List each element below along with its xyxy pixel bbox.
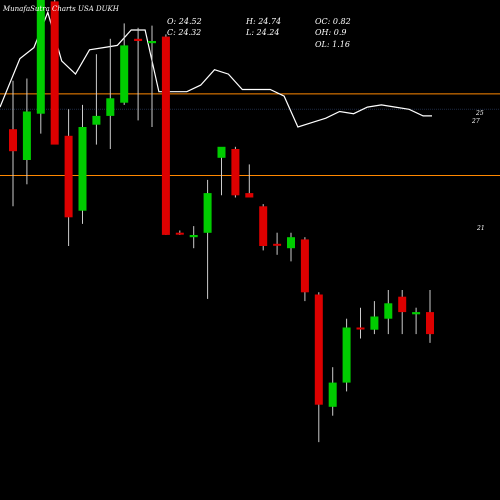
- candle-body: [287, 237, 295, 249]
- candle-body: [314, 294, 323, 405]
- oc-value: OC: 0.82: [315, 17, 351, 26]
- low-value: L: 24.24: [246, 28, 280, 37]
- candle-body: [106, 98, 115, 116]
- ol-value: OL: 1.16: [315, 40, 350, 49]
- candle-body: [328, 382, 337, 407]
- level-lines: [0, 93, 500, 176]
- candle-body: [134, 38, 143, 41]
- close-value: C: 24.32: [167, 28, 202, 37]
- candle-body: [64, 135, 73, 218]
- candle-body: [203, 193, 212, 233]
- candle-body: [231, 149, 240, 196]
- candle-body: [259, 206, 268, 246]
- candle-body: [245, 193, 254, 198]
- candles-layer: [9, 0, 434, 443]
- indicator-layer: [0, 10, 432, 128]
- candle-body: [175, 232, 184, 235]
- candle-body: [370, 316, 379, 330]
- candle-body: [273, 243, 282, 246]
- candle-body: [217, 146, 226, 158]
- candle-body: [412, 312, 421, 315]
- candle-body: [120, 45, 129, 103]
- open-value: O: 24.52: [167, 17, 202, 26]
- candle-body: [148, 41, 156, 44]
- candle-body: [342, 327, 351, 383]
- candle-body: [9, 129, 17, 152]
- candle-body: [426, 312, 434, 335]
- candle-body: [161, 36, 170, 235]
- candle-body: [36, 0, 45, 114]
- upper-level-label: 25: [476, 110, 484, 117]
- candle-body: [384, 303, 393, 319]
- candle-body: [22, 111, 31, 160]
- lower-level-label: 21: [477, 225, 485, 232]
- candle-body: [356, 327, 365, 330]
- candle-body: [78, 127, 87, 211]
- candle-body: [50, 1, 59, 145]
- chart-title: MunafaSutra Charts USA DUKH: [3, 5, 119, 13]
- indicator-line: [0, 10, 432, 128]
- candle-body: [92, 115, 101, 125]
- candle-body: [189, 235, 198, 238]
- high-value: H: 24.74: [246, 17, 282, 26]
- candle-body: [300, 239, 309, 293]
- candle-body: [398, 296, 407, 313]
- oh-value: OH: 0.9: [315, 28, 347, 37]
- upper-sub-level-label: 27: [472, 118, 480, 125]
